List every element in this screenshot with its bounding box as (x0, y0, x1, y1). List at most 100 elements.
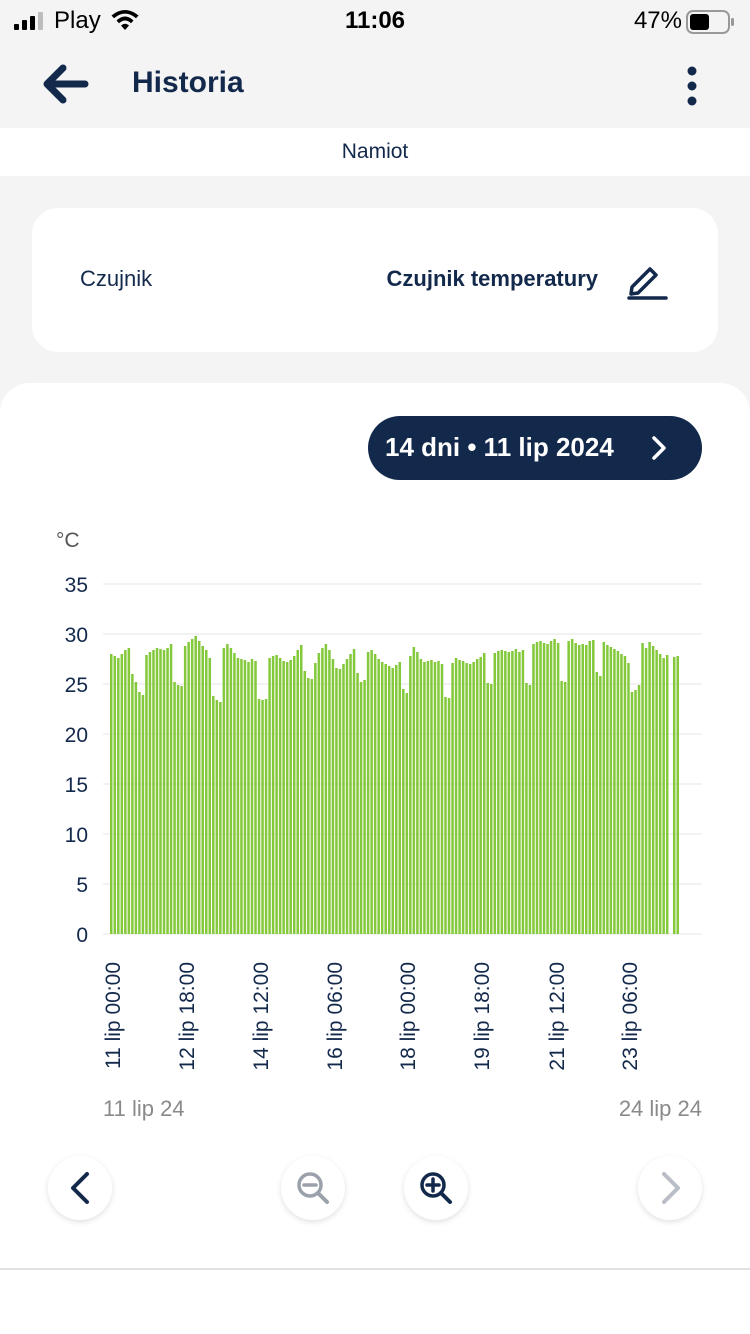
y-axis-unit: °C (56, 529, 80, 552)
temperature-bar (384, 664, 387, 934)
carrier-name: Play (54, 7, 101, 34)
temperature-bar (162, 650, 166, 934)
temperature-bar (169, 644, 173, 934)
date-range-label: 14 dni • 11 lip 2024 (385, 432, 614, 462)
temperature-bar (402, 689, 405, 934)
temperature-bar (338, 669, 342, 934)
temperature-bar (563, 682, 567, 934)
temperature-bar (454, 658, 458, 934)
temperature-bar (620, 654, 623, 934)
temperature-bar (307, 678, 310, 934)
temperature-bar (328, 650, 331, 934)
temperature-bar (285, 662, 289, 934)
x-tick-label: 19 lip 18:00 (471, 962, 494, 1071)
temperature-bar (219, 702, 222, 934)
temperature-bar (627, 663, 630, 934)
temperature-bar (247, 662, 250, 934)
temperature-bar (641, 643, 644, 934)
sensor-label: Czujnik (80, 266, 153, 291)
more-options-icon[interactable] (686, 66, 698, 106)
next-period-button[interactable] (638, 1156, 702, 1220)
temperature-bar (482, 653, 486, 934)
temperature-bar (395, 665, 398, 934)
temperature-bar (380, 662, 384, 934)
temperature-bar (201, 646, 204, 934)
temperature-bar (215, 700, 219, 934)
chevron-left-icon (71, 1172, 89, 1204)
x-tick-label: 21 lip 12:00 (546, 962, 569, 1071)
temperature-chart[interactable]: °C 0 5 10 15 20 25 30 35 11 lip 00:00 12 lip 18:… (0, 500, 750, 1140)
temperature-bar (412, 647, 416, 934)
temperature-bar (314, 663, 317, 934)
temperature-bar (651, 646, 655, 934)
temperature-bar (278, 658, 282, 934)
temperature-bar (630, 692, 634, 934)
sensor-value[interactable]: Czujnik temperatury (386, 266, 599, 291)
temperature-bar (370, 650, 373, 934)
temperature-bar (570, 639, 574, 934)
temperature-bar (240, 659, 243, 934)
temperature-bar (359, 682, 363, 934)
temperature-bar (426, 661, 430, 934)
zoom-out-icon (297, 1172, 329, 1204)
temperature-bar (461, 661, 465, 934)
temperature-bar (437, 661, 440, 934)
temperature-bar (261, 700, 264, 934)
x-tick-label: 18 lip 00:00 (397, 962, 420, 1071)
temperature-bar (236, 658, 240, 934)
temperature-bar (539, 641, 542, 934)
y-tick-label: 30 (65, 624, 88, 647)
temperature-bar (352, 649, 356, 934)
temperature-bar (546, 644, 549, 934)
temperature-bar (574, 643, 577, 934)
x-tick-label: 16 lip 06:00 (324, 962, 347, 1071)
temperature-bar (335, 668, 338, 934)
zoom-in-button[interactable] (404, 1156, 468, 1220)
temperature-bar (124, 650, 127, 934)
temperature-bar (518, 652, 521, 934)
temperature-bar (377, 659, 380, 934)
date-range-button[interactable]: 14 dni • 11 lip 2024 (368, 416, 702, 480)
page-title: Historia (132, 66, 244, 99)
temperature-bar (127, 648, 131, 934)
temperature-bar (623, 656, 627, 934)
cellular-signal-icon (14, 12, 43, 30)
temperature-bar (648, 642, 651, 934)
bottom-divider (0, 1268, 750, 1270)
temperature-bar (577, 645, 581, 934)
temperature-bar (208, 658, 212, 934)
temperature-bar (310, 679, 314, 934)
temperature-bar (159, 649, 162, 934)
temperature-bar (264, 699, 268, 934)
temperature-bar (500, 650, 504, 934)
range-end-label: 24 lip 24 (618, 1096, 702, 1121)
back-arrow-icon[interactable] (40, 64, 90, 104)
temperature-bar (363, 680, 366, 934)
x-tick-label: 14 lip 12:00 (250, 962, 273, 1071)
temperature-bar (349, 654, 352, 934)
temperature-bar (592, 640, 595, 934)
temperature-bar (176, 685, 180, 934)
y-tick-label: 20 (65, 724, 88, 747)
temperature-bar (475, 659, 479, 934)
temperature-bar (528, 685, 532, 934)
temperature-bar (599, 676, 602, 934)
temperature-bar (672, 657, 676, 934)
temperature-bar (556, 643, 560, 934)
previous-period-button[interactable] (48, 1156, 112, 1220)
edit-pencil-icon[interactable] (626, 260, 668, 300)
temperature-bar (366, 652, 370, 934)
temperature-bar (212, 696, 215, 934)
temperature-bar (444, 697, 447, 934)
temperature-bar (222, 648, 226, 934)
status-bar: Play 11:06 47% (0, 0, 750, 44)
temperature-bar (662, 658, 665, 934)
temperature-bar (324, 644, 328, 934)
temperature-bar (282, 661, 285, 934)
chevron-right-icon (652, 436, 666, 460)
temperature-bar (609, 647, 613, 934)
temperature-bar (525, 683, 528, 934)
battery-percent: 47% (633, 7, 682, 34)
zoom-out-button[interactable] (281, 1156, 345, 1220)
temperature-bar (152, 650, 155, 934)
